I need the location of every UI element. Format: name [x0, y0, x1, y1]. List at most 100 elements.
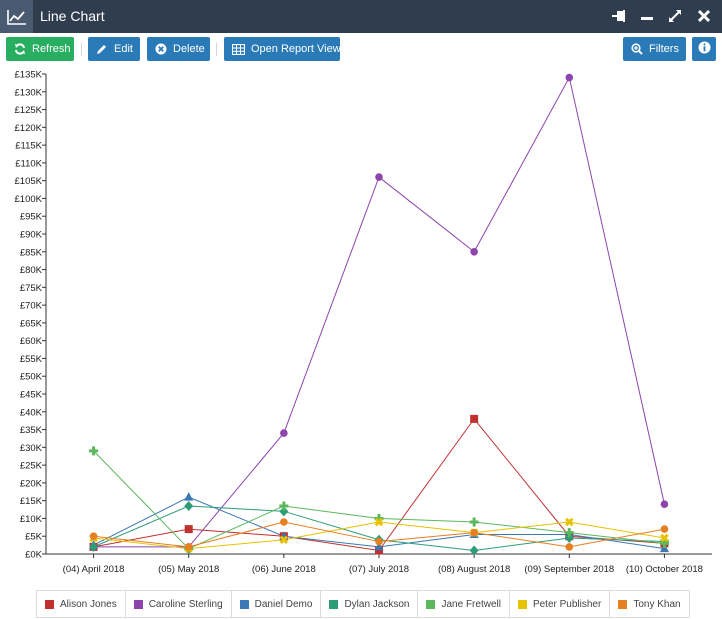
data-point — [375, 173, 383, 181]
x-tick-label: (08) August 2018 — [438, 564, 510, 575]
legend-swatch — [618, 599, 628, 609]
y-tick-label: £115K — [15, 141, 42, 152]
y-tick-label: £5K — [25, 532, 43, 543]
refresh-button[interactable]: Refresh — [6, 37, 74, 61]
delete-label: Delete — [173, 43, 205, 55]
series-line — [93, 76, 665, 548]
zoom-icon — [631, 43, 643, 55]
y-tick-label: £60K — [20, 336, 43, 347]
y-tick-label: £50K — [20, 372, 43, 383]
minimize-icon[interactable] — [637, 6, 657, 26]
y-tick-label: £55K — [20, 354, 43, 365]
legend-item[interactable]: Peter Publisher — [510, 591, 611, 617]
legend-item[interactable]: Dylan Jackson — [321, 591, 419, 617]
pin-icon[interactable] — [609, 6, 629, 26]
toolbar-divider — [81, 43, 82, 56]
x-tick-label: (09) September 2018 — [524, 564, 614, 575]
legend-item[interactable]: Caroline Sterling — [126, 591, 232, 617]
y-tick-label: £20K — [20, 478, 43, 489]
y-tick-label: £35K — [20, 425, 43, 436]
data-point — [565, 517, 574, 527]
y-tick-label: £125K — [15, 105, 43, 116]
edit-button[interactable]: Edit — [88, 37, 140, 61]
data-point — [564, 528, 574, 538]
legend-label: Daniel Demo — [254, 598, 313, 610]
data-point — [565, 73, 574, 82]
y-tick-label: £70K — [20, 301, 43, 312]
legend-label: Caroline Sterling — [148, 598, 223, 610]
data-point — [184, 492, 194, 501]
data-point — [375, 546, 383, 555]
data-point — [280, 518, 288, 526]
data-point — [279, 501, 289, 511]
y-tick-label: £80K — [20, 265, 43, 276]
data-point — [470, 414, 479, 423]
pencil-icon — [96, 43, 108, 55]
legend-item[interactable]: Daniel Demo — [232, 591, 322, 617]
open-report-view-button[interactable]: Open Report View — [224, 37, 341, 61]
y-tick-label: £95K — [20, 212, 43, 223]
y-tick-label: £130K — [15, 87, 43, 98]
data-point — [660, 533, 669, 543]
legend-item[interactable]: Jane Fretwell — [418, 591, 510, 617]
close-icon[interactable] — [694, 6, 714, 26]
legend-label: Alison Jones — [60, 598, 117, 610]
legend-swatch — [133, 599, 143, 609]
title-bar: Line Chart — [0, 0, 722, 33]
y-tick-label: £90K — [20, 230, 43, 241]
legend-item[interactable]: Tony Khan — [610, 591, 688, 617]
data-point — [660, 500, 669, 509]
y-tick-label: £25K — [20, 461, 43, 472]
line-chart-icon — [0, 0, 33, 33]
filters-label: Filters — [649, 43, 679, 55]
x-tick-label: (05) May 2018 — [158, 564, 219, 575]
y-tick-label: £30K — [20, 443, 43, 454]
y-tick-label: £10K — [20, 514, 43, 525]
y-tick-label: £135K — [15, 70, 43, 81]
data-point — [184, 543, 193, 551]
y-tick-label: £110K — [15, 158, 42, 169]
legend-label: Dylan Jackson — [344, 598, 410, 610]
legend-swatch — [329, 599, 339, 609]
data-point — [470, 247, 478, 256]
x-tick-label: (10) October 2018 — [626, 564, 703, 575]
legend-item[interactable]: Alison Jones — [37, 591, 126, 617]
data-point — [469, 517, 479, 527]
legend-swatch — [45, 599, 54, 609]
legend-label: Jane Fretwell — [441, 598, 501, 610]
legend-label: Tony Khan — [633, 598, 681, 610]
x-tick-label: (04) April 2018 — [63, 564, 125, 575]
x-tick-label: (06) June 2018 — [252, 564, 316, 575]
data-point — [660, 525, 669, 533]
data-point — [374, 541, 384, 551]
data-point — [89, 446, 99, 456]
data-point — [565, 543, 574, 551]
data-point — [280, 429, 288, 437]
data-point — [659, 543, 669, 553]
data-point — [469, 545, 479, 556]
data-point — [564, 533, 574, 543]
refresh-icon — [14, 43, 26, 55]
x-tick-label: (07) July 2018 — [349, 564, 409, 575]
toolbar: Refresh Edit Delete — [0, 33, 722, 65]
info-button[interactable] — [692, 37, 716, 61]
delete-button[interactable]: Delete — [147, 37, 210, 61]
chart-legend: Alison Jones Caroline Sterling Daniel Demo… — [36, 590, 690, 618]
data-point — [184, 525, 193, 534]
data-point — [89, 541, 99, 552]
window-title: Line Chart — [40, 8, 105, 24]
series-line — [93, 418, 665, 551]
y-tick-label: £40K — [20, 407, 43, 418]
toolbar-divider — [216, 43, 217, 56]
info-icon — [698, 41, 711, 57]
chart-svg: £0K £5K £10K £15K £20K £25K £30K £35K £40K £45K £5… — [15, 70, 712, 575]
filters-button[interactable]: Filters — [623, 37, 686, 61]
data-point — [470, 528, 478, 537]
open-report-view-label: Open Report View — [251, 43, 341, 55]
data-point — [374, 517, 384, 527]
maximize-icon[interactable] — [665, 6, 685, 26]
legend-swatch — [517, 599, 527, 609]
y-tick-label: £120K — [15, 123, 43, 134]
y-tick-label: £65K — [20, 318, 43, 329]
legend-swatch — [239, 599, 249, 609]
